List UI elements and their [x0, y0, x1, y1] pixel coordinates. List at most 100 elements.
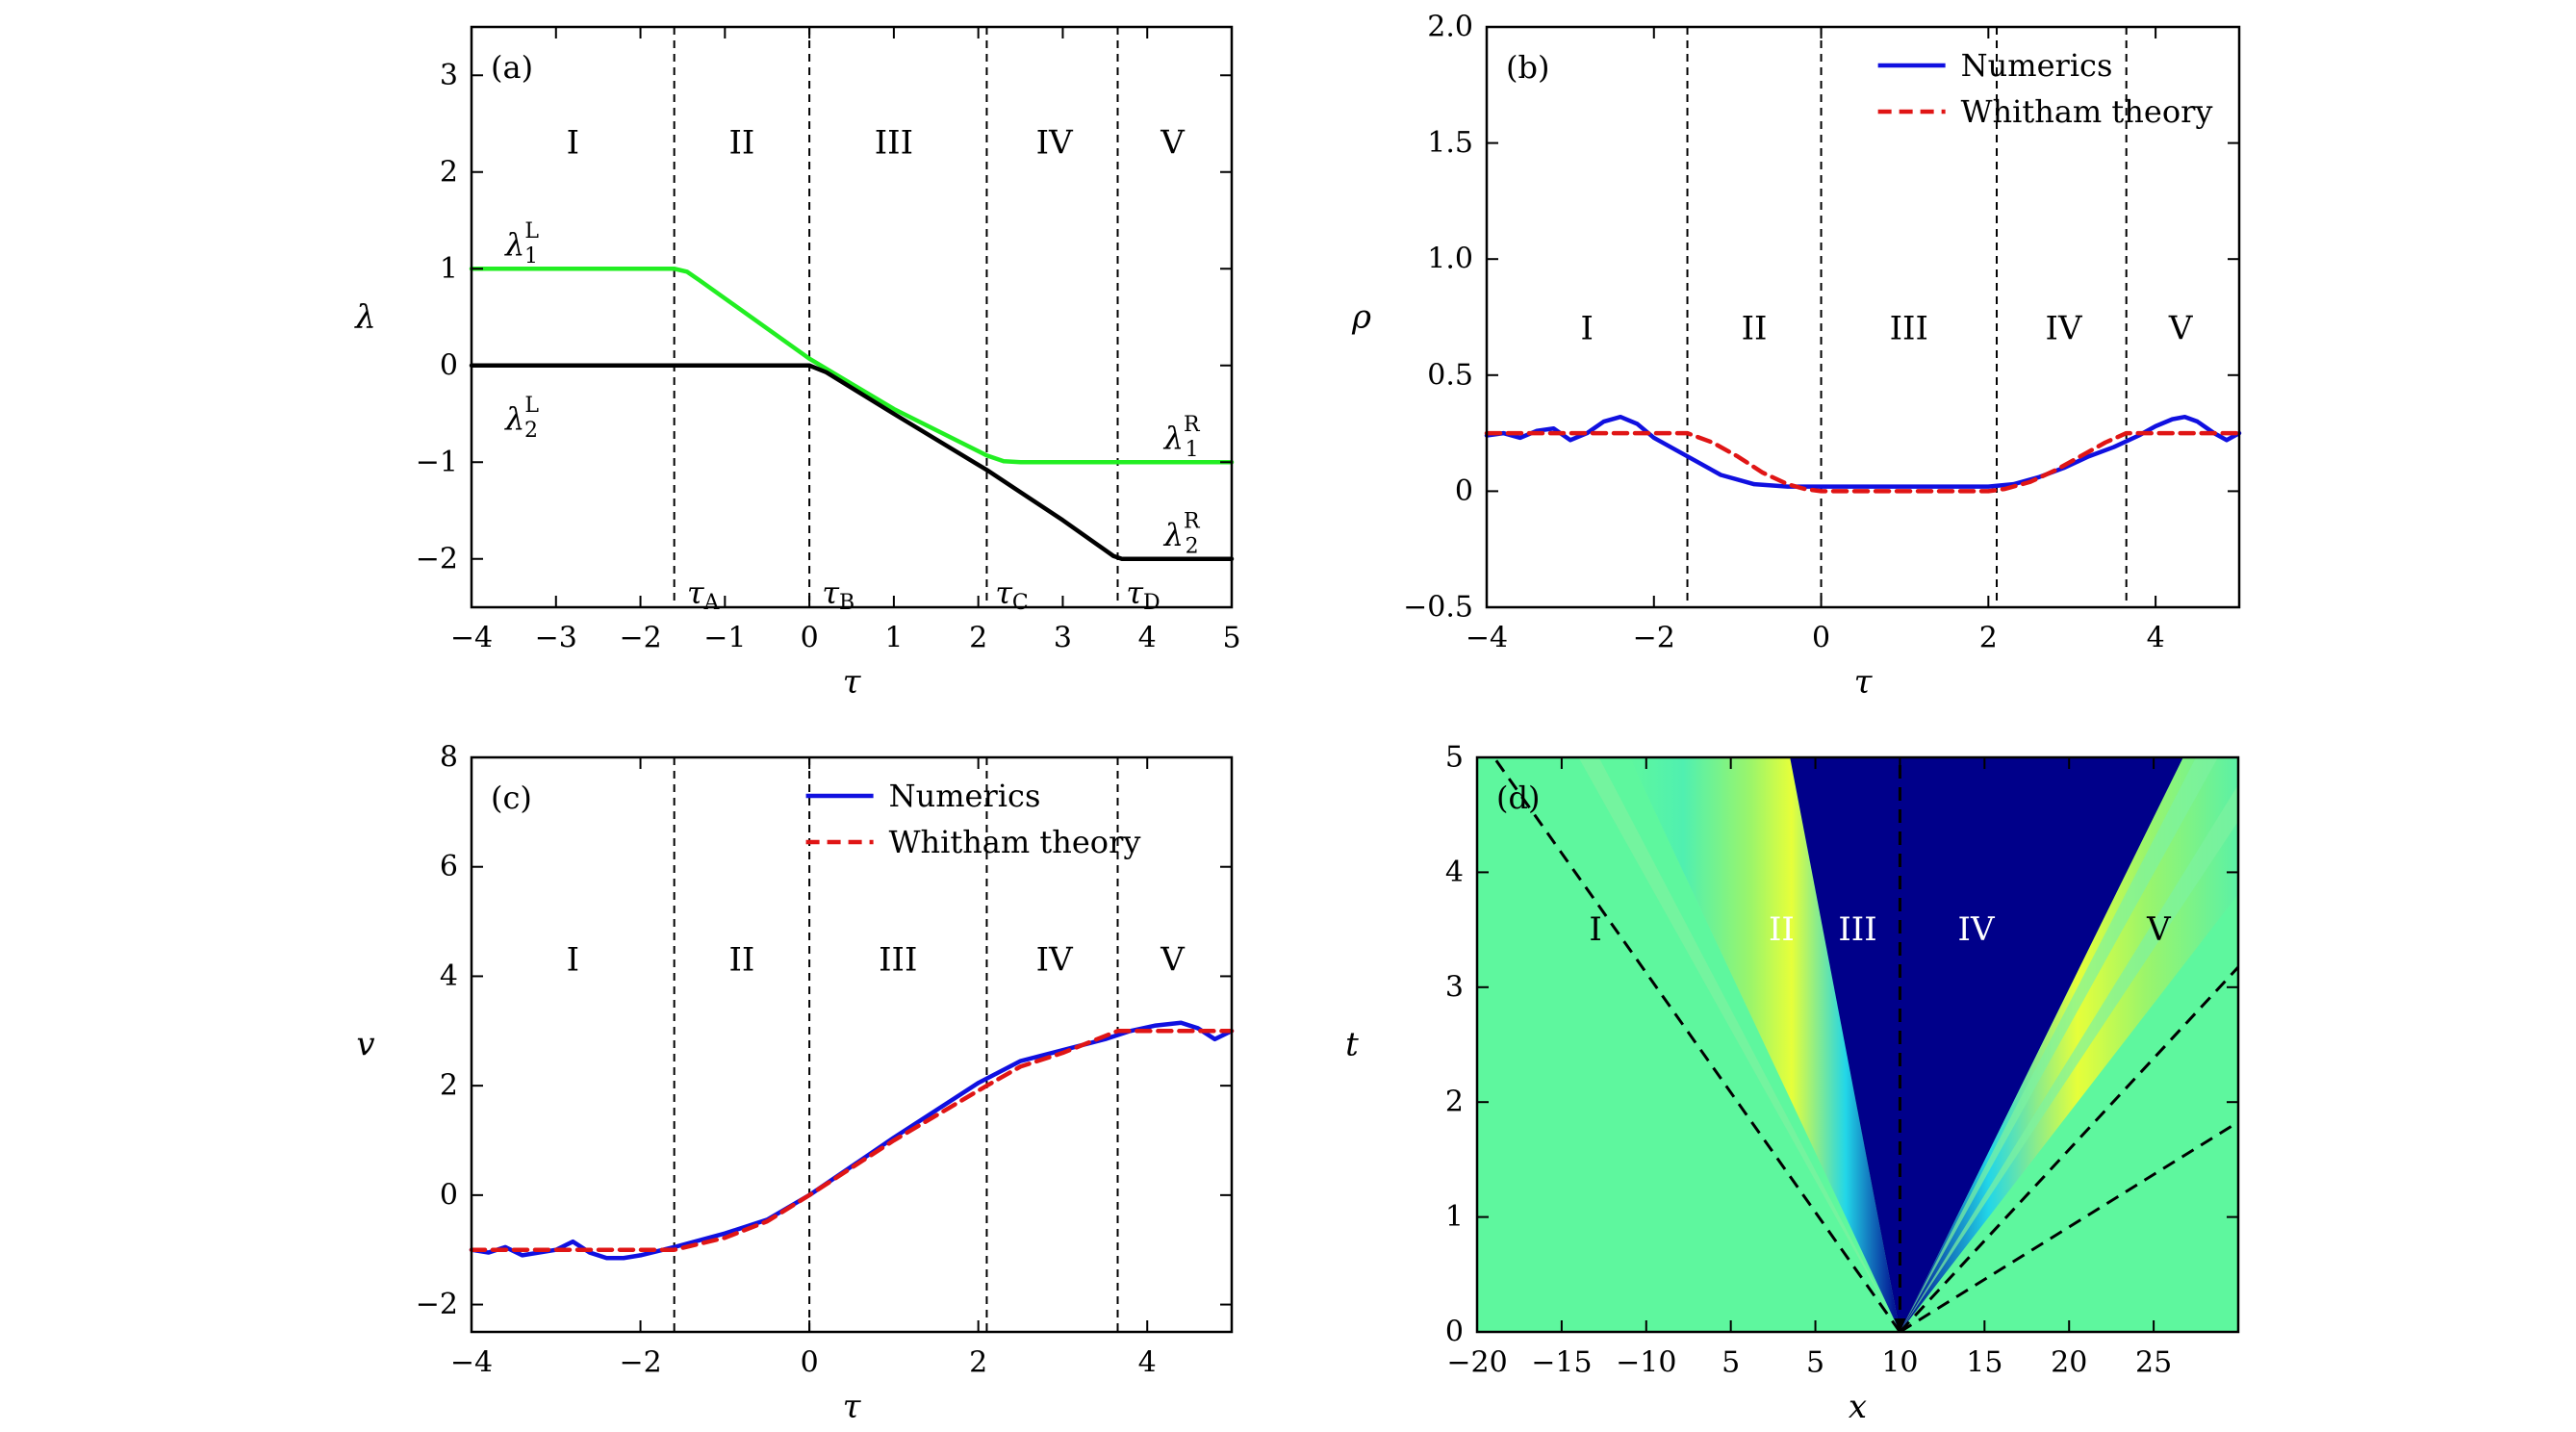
- region-label-iv: IV: [1958, 910, 1996, 949]
- x-tick-label: 4: [2147, 622, 2165, 655]
- y-tick-label: −1: [416, 446, 458, 479]
- region-label-iii: III: [875, 124, 913, 163]
- panel-label: (c): [491, 780, 532, 816]
- x-axis-label: τ: [843, 663, 862, 702]
- x-tick-label: 2: [1979, 622, 1998, 655]
- panel-label: (b): [1506, 49, 1549, 86]
- x-tick-label: 2: [969, 622, 987, 655]
- region-label-iv: IV: [1036, 940, 1074, 979]
- region-label-ii: II: [728, 124, 754, 163]
- x-axis-label: x: [1849, 1388, 1867, 1426]
- region-label-v: V: [2168, 310, 2194, 348]
- annotation: τB: [822, 575, 854, 615]
- ripple-band: [1578, 757, 1900, 1332]
- series-line-numerics: [1484, 414, 2242, 489]
- y-axis-label: v: [356, 1026, 374, 1064]
- x-tick-label: 25: [2135, 1346, 2172, 1380]
- y-axis-label: ρ: [1351, 298, 1371, 337]
- y-tick-label: −2: [416, 1288, 458, 1321]
- y-tick-label: 0: [440, 348, 458, 382]
- series-line-λ2: [469, 363, 1235, 561]
- characteristic-line: [1899, 1120, 2238, 1332]
- ripple-band: [1900, 784, 2238, 1332]
- vacuum-region: [1790, 757, 2183, 1332]
- x-axis-label: τ: [843, 1388, 862, 1426]
- y-tick-label: −0.5: [1403, 591, 1473, 625]
- x-tick-label: 1: [884, 622, 903, 655]
- x-tick-label: 3: [1054, 622, 1072, 655]
- y-tick-label: 8: [440, 741, 458, 775]
- x-tick-label: 4: [1138, 1346, 1157, 1380]
- x-tick-label: −20: [1446, 1346, 1507, 1380]
- panel-b: −4 −2 0 2 4−0.500.51.01.52.0τρ(b)I II III IV VNu…: [1351, 11, 2242, 702]
- region-label-ii: II: [728, 940, 754, 979]
- x-tick-label: −4: [450, 1346, 493, 1380]
- y-axis-label: λ: [353, 298, 376, 337]
- y-tick-label: 2: [440, 1069, 458, 1103]
- region-label-iv: IV: [1036, 124, 1074, 163]
- region-label-iv: IV: [2046, 310, 2083, 348]
- plot-frame: [1485, 25, 2241, 609]
- annotation: τD: [1126, 575, 1160, 615]
- y-tick-label: 0.5: [1427, 358, 1473, 392]
- y-tick-label: 1.5: [1427, 126, 1473, 160]
- x-tick-label: 0: [1812, 622, 1830, 655]
- region-label-i: I: [1581, 310, 1594, 348]
- series-line-whitham-theory: [469, 1029, 1235, 1252]
- x-tick-label: 5: [1722, 1346, 1740, 1380]
- region-label-iii: III: [879, 940, 917, 979]
- y-tick-label: 2: [440, 155, 458, 189]
- x-tick-label: −2: [619, 1346, 661, 1380]
- plot-frame: [470, 25, 1234, 609]
- y-tick-label: 4: [440, 959, 458, 993]
- x-tick-label: 5: [1222, 622, 1240, 655]
- legend-label: Numerics: [1961, 47, 2113, 84]
- x-tick-label: −10: [1616, 1346, 1676, 1380]
- y-tick-label: 0: [440, 1178, 458, 1212]
- heatmap-area: [1477, 757, 2238, 1332]
- annotation: λR 1: [1162, 413, 1201, 462]
- legend-label: Whitham theory: [1961, 93, 2213, 130]
- y-tick-label: 3: [440, 59, 458, 92]
- plot-frame: [1475, 755, 2240, 1334]
- x-tick-label: 4: [1138, 622, 1157, 655]
- y-tick-label: 1: [440, 252, 458, 286]
- x-tick-label: −4: [450, 622, 493, 655]
- region-label-ii: II: [1742, 310, 1768, 348]
- x-tick-label: −1: [703, 622, 746, 655]
- legend-label: Numerics: [889, 778, 1041, 814]
- x-tick-label: 20: [2051, 1346, 2087, 1380]
- right-fan-band: [1900, 757, 2238, 1332]
- x-tick-label: 0: [801, 1346, 819, 1380]
- x-tick-label: 10: [1881, 1346, 1918, 1380]
- left-fan-band: [1629, 757, 1900, 1332]
- legend-label: Whitham theory: [889, 824, 1141, 860]
- panel-label: (a): [491, 49, 533, 86]
- y-tick-label: 1.0: [1427, 243, 1473, 276]
- annotation: λL 2: [503, 394, 539, 443]
- x-tick-label: 5: [1806, 1346, 1824, 1380]
- region-label-iii: III: [1838, 910, 1876, 949]
- y-tick-label: 1: [1445, 1200, 1464, 1234]
- x-tick-label: −4: [1466, 622, 1508, 655]
- y-tick-label: 4: [1445, 856, 1464, 889]
- region-label-iii: III: [1890, 310, 1928, 348]
- y-axis-label: t: [1345, 1026, 1359, 1064]
- series-line-numerics: [469, 1020, 1235, 1261]
- region-label-v: V: [1160, 940, 1186, 979]
- series-line-whitham-theory: [1484, 430, 2242, 494]
- y-tick-label: 0: [1455, 474, 1473, 508]
- x-tick-label: 0: [801, 622, 819, 655]
- annotation: τA: [687, 575, 721, 615]
- plot-frame: [470, 755, 1234, 1334]
- x-tick-label: 2: [969, 1346, 987, 1380]
- ripple-band: [1900, 757, 2218, 1332]
- y-tick-label: 3: [1445, 970, 1464, 1004]
- y-tick-label: 6: [440, 850, 458, 883]
- x-tick-label: −2: [1633, 622, 1675, 655]
- x-tick-label: 15: [1966, 1346, 2002, 1380]
- panel-label: (d): [1496, 780, 1540, 816]
